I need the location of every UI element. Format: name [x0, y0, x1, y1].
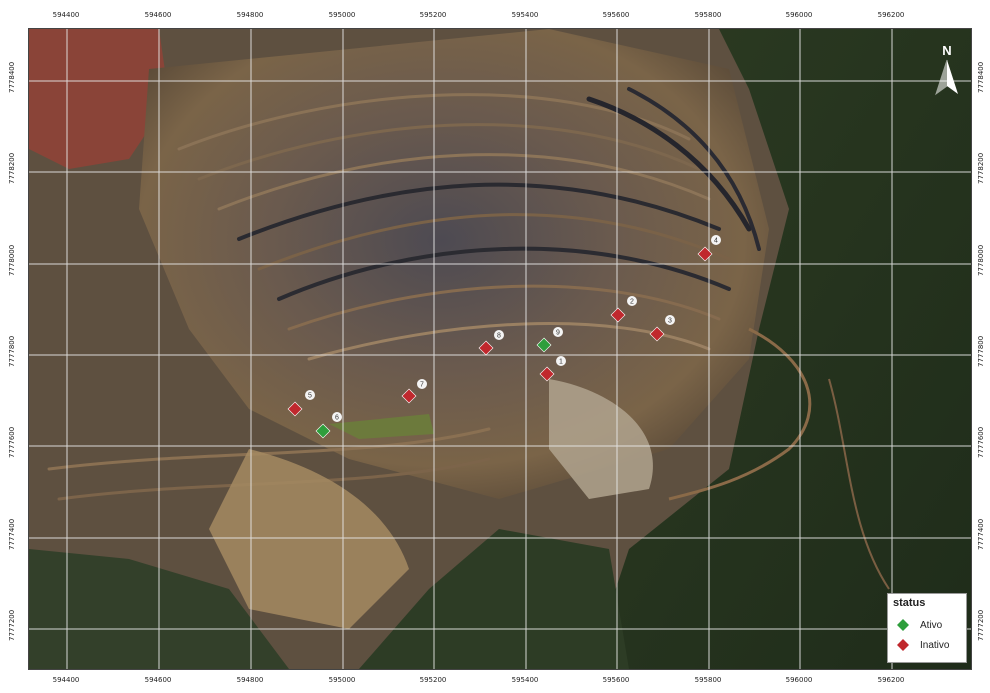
point-marker-6[interactable] — [315, 423, 331, 439]
point-label-badge — [556, 356, 566, 366]
x-tick-label: 595600 — [602, 11, 630, 19]
x-tick-label: 596200 — [877, 676, 905, 684]
point-label-badge — [332, 412, 342, 422]
y-tick-label: 7777400 — [977, 518, 985, 550]
x-tick-label: 595200 — [419, 11, 447, 19]
legend-label: Inativo — [920, 639, 950, 651]
x-tick-label: 594400 — [52, 11, 80, 19]
x-tick-label: 595800 — [694, 11, 722, 19]
point-label: 7 — [420, 382, 424, 389]
x-tick-label: 596000 — [785, 676, 813, 684]
point-marker-9[interactable] — [536, 337, 552, 353]
x-tick-label: 595400 — [511, 676, 539, 684]
north-arrow-icon — [935, 59, 958, 96]
x-tick-label: 595400 — [511, 11, 539, 19]
x-tick-label: 594400 — [52, 676, 80, 684]
x-tick-label: 595200 — [419, 676, 447, 684]
coordinate-grid — [29, 29, 971, 669]
legend-item-ativo: Ativo — [896, 618, 942, 632]
y-tick-label: 7777400 — [8, 518, 16, 550]
point-label-badge — [494, 330, 504, 340]
x-tick-label: 594600 — [144, 676, 172, 684]
map-imagery: 5 6 7 8 9 1 2 3 4 — [29, 29, 971, 669]
y-tick-label: 7777200 — [8, 609, 16, 641]
north-label: N — [942, 43, 952, 58]
x-tick-label: 595000 — [328, 676, 356, 684]
point-label-badge — [627, 296, 637, 306]
point-marker-2[interactable] — [610, 307, 626, 323]
y-tick-label: 7777800 — [8, 335, 16, 367]
y-tick-label: 7777200 — [977, 609, 985, 641]
point-label: 3 — [668, 318, 672, 325]
legend-label: Ativo — [920, 619, 943, 631]
green-diamond-icon — [897, 619, 909, 631]
y-tick-label: 7778000 — [977, 244, 985, 276]
point-label: 1 — [559, 359, 563, 366]
x-tick-label: 594800 — [236, 676, 264, 684]
point-marker-1[interactable] — [539, 366, 555, 382]
red-diamond-icon — [897, 639, 909, 651]
legend-title: status — [893, 597, 926, 609]
point-label-badge — [665, 315, 675, 325]
y-tick-label: 7777800 — [977, 335, 985, 367]
x-tick-label: 595800 — [694, 676, 722, 684]
point-label: 4 — [714, 238, 718, 245]
point-label: 8 — [497, 333, 501, 340]
point-marker-7[interactable] — [401, 388, 417, 404]
point-label: 2 — [630, 299, 634, 306]
y-tick-label: 7778200 — [8, 152, 16, 184]
legend: status Ativo Inativo — [887, 593, 967, 663]
point-marker-4[interactable] — [697, 246, 713, 262]
x-tick-label: 595600 — [602, 676, 630, 684]
point-label-badge — [417, 379, 427, 389]
x-tick-label: 595000 — [328, 11, 356, 19]
x-tick-label: 594800 — [236, 11, 264, 19]
point-label-badge — [711, 235, 721, 245]
y-tick-label: 7777600 — [8, 426, 16, 458]
y-tick-label: 7778200 — [977, 152, 985, 184]
point-label: 5 — [308, 393, 312, 400]
x-tick-label: 594600 — [144, 11, 172, 19]
point-marker-8[interactable] — [478, 340, 494, 356]
point-label: 9 — [556, 330, 560, 337]
y-tick-label: 7778400 — [8, 61, 16, 93]
north-arrow: N — [932, 44, 962, 106]
y-tick-label: 7778400 — [977, 61, 985, 93]
point-label-badge — [305, 390, 315, 400]
point-label-badge — [553, 327, 563, 337]
x-tick-label: 596200 — [877, 11, 905, 19]
y-tick-label: 7777600 — [977, 426, 985, 458]
point-marker-3[interactable] — [649, 326, 665, 342]
x-tick-label: 596000 — [785, 11, 813, 19]
y-tick-label: 7778000 — [8, 244, 16, 276]
point-marker-5[interactable] — [287, 401, 303, 417]
satellite-map[interactable]: 5 6 7 8 9 1 2 3 4 — [28, 28, 972, 670]
point-label: 6 — [335, 415, 339, 422]
legend-item-inativo: Inativo — [896, 638, 949, 652]
